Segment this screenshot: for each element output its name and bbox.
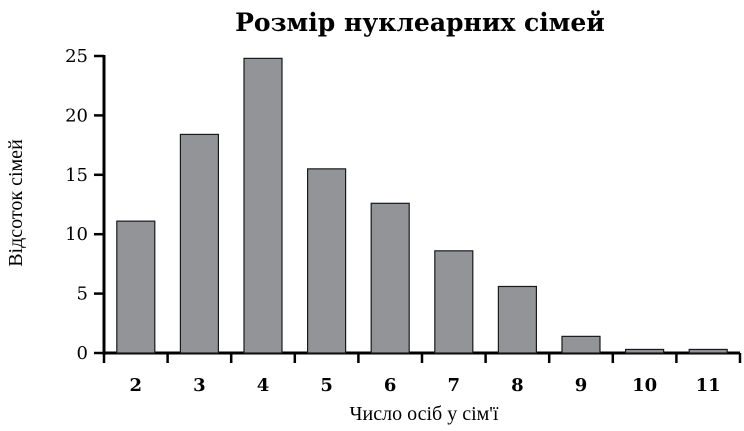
bar	[434, 250, 474, 354]
x-tick-label: 11	[696, 375, 721, 396]
x-axis-label: Число осіб у сім'ї	[350, 403, 499, 425]
bar	[307, 168, 347, 354]
x-tick-label: 7	[448, 375, 461, 396]
y-axis-label: Відсоток сімей	[5, 139, 27, 267]
bar	[561, 335, 601, 354]
bars	[116, 57, 728, 354]
x-tick-label: 5	[320, 375, 333, 396]
x-tick-label: 6	[384, 375, 397, 396]
x-tick-label: 3	[193, 375, 206, 396]
y-tick-label: 20	[65, 105, 88, 126]
y-tick-label: 5	[77, 284, 88, 305]
y-tick-label: 10	[65, 224, 88, 245]
bar	[243, 57, 283, 354]
x-ticks: 2 3 4 5 6 7 8 9 10 11	[102, 353, 742, 396]
x-tick-label: 4	[257, 375, 270, 396]
bar	[179, 133, 219, 354]
x-axis: 2 3 4 5 6 7 8 9 10 11	[102, 351, 742, 396]
bar	[497, 285, 537, 354]
chart-title: Розмір нуклеарних сімей	[235, 8, 605, 37]
x-tick-label: 2	[130, 375, 143, 396]
x-tick-label: 8	[511, 375, 524, 396]
x-tick-label: 9	[575, 375, 588, 396]
y-tick-label: 15	[65, 165, 88, 186]
bar	[370, 202, 410, 354]
y-tick-label: 25	[65, 46, 88, 67]
y-tick-label: 0	[77, 343, 88, 364]
y-ticks: 0 5 10 15 20 25	[65, 46, 104, 364]
bar	[116, 220, 156, 354]
bar	[688, 348, 728, 354]
x-tick-label: 10	[632, 375, 657, 396]
y-axis: 0 5 10 15 20 25	[65, 46, 106, 364]
bar	[624, 348, 665, 354]
